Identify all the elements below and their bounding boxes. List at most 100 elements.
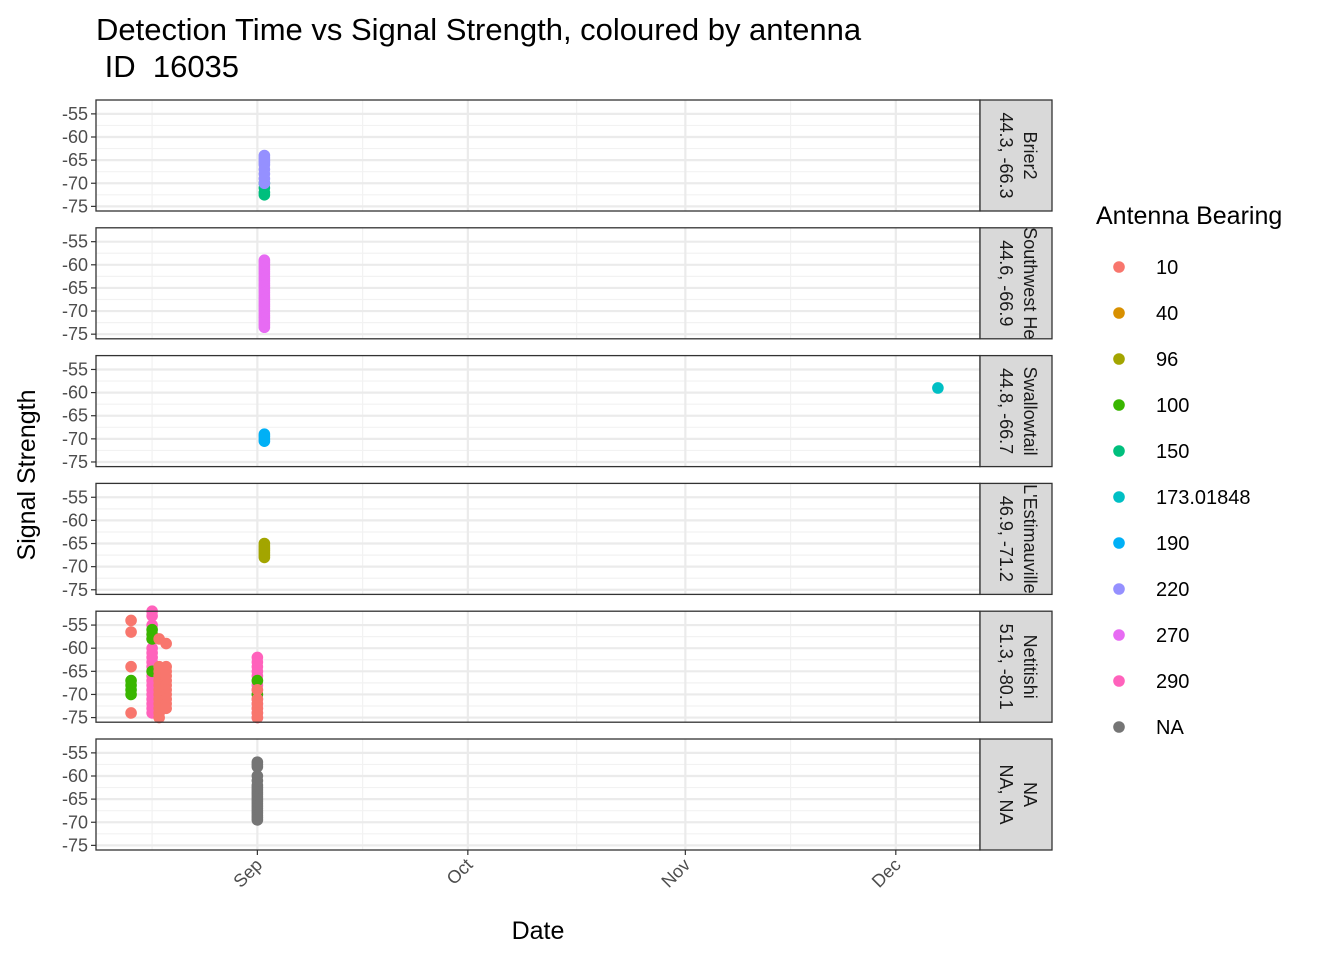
facet-strip-label: 44.3, -66.3 xyxy=(996,112,1016,198)
data-point xyxy=(258,177,271,190)
data-point xyxy=(258,189,271,201)
y-tick-label: -55 xyxy=(62,232,88,252)
data-point xyxy=(258,321,271,334)
facet-strip-label: NA xyxy=(1020,782,1040,807)
chart-title-line-2: ID 16035 xyxy=(96,49,239,84)
legend-key xyxy=(1113,353,1125,365)
x-tick-label: Nov xyxy=(657,855,694,892)
data-point xyxy=(125,626,137,638)
legend-label: 10 xyxy=(1156,257,1178,279)
data-point xyxy=(153,711,165,724)
y-tick-label: -75 xyxy=(62,580,88,600)
data-point xyxy=(258,435,271,447)
facet-strip-label: 44.8, -66.7 xyxy=(996,368,1016,454)
y-tick-label: -75 xyxy=(62,452,88,472)
x-axis: Sep Oct Nov Dec xyxy=(229,850,905,892)
y-tick-label: -70 xyxy=(62,301,88,321)
legend-key xyxy=(1113,307,1125,319)
facet-strip xyxy=(979,610,1053,723)
panel-background xyxy=(96,739,980,850)
y-tick-label: -65 xyxy=(62,534,88,554)
y-tick-label: -70 xyxy=(62,684,88,704)
data-point xyxy=(258,551,271,564)
y-tick-label: -60 xyxy=(62,510,88,530)
data-point xyxy=(251,684,264,696)
facet-strip-label: 51.3, -80.1 xyxy=(996,624,1016,710)
facet-strip xyxy=(979,354,1053,468)
panel-background xyxy=(96,355,980,467)
y-tick-label: -75 xyxy=(62,835,88,855)
y-tick-label: -55 xyxy=(62,487,88,507)
legend-key xyxy=(1113,399,1125,411)
facet-strip-label: 46.9, -71.2 xyxy=(996,496,1016,582)
data-point xyxy=(251,760,264,773)
facet-strip-label: Brier2 xyxy=(1020,131,1040,179)
facet-strip xyxy=(979,99,1053,212)
legend: Antenna Bearing 10 40 96 100 150 173.01848 190… xyxy=(1096,202,1282,739)
chart-title-line-1: Detection Time vs Signal Strength, colou… xyxy=(96,12,862,47)
data-point xyxy=(251,711,264,724)
facet-strip xyxy=(979,738,1053,851)
y-tick-label: -55 xyxy=(62,359,88,379)
legend-key xyxy=(1113,261,1125,273)
legend-key xyxy=(1113,445,1125,457)
y-tick-label: -75 xyxy=(62,196,88,216)
legend-label: 96 xyxy=(1156,349,1178,371)
panel-background xyxy=(96,611,980,723)
x-tick-label: Dec xyxy=(868,855,905,892)
facet-strip xyxy=(979,227,1053,340)
facet-strip-label: 44.6, -66.9 xyxy=(996,240,1016,326)
facet-strip-label: L'Estimauville xyxy=(1020,484,1040,593)
facet-strip-label: Swallowtail xyxy=(1020,367,1040,456)
facet-strip-label: Netitishi xyxy=(1020,635,1040,699)
legend-key xyxy=(1113,583,1125,595)
data-point xyxy=(125,707,137,719)
x-axis-title: Date xyxy=(512,917,565,945)
facet-strip xyxy=(979,482,1053,596)
legend-label: 270 xyxy=(1156,625,1189,647)
y-tick-label: -70 xyxy=(62,557,88,577)
y-tick-label: -60 xyxy=(62,766,88,786)
data-point xyxy=(251,674,264,687)
y-tick-label: -60 xyxy=(62,255,88,275)
legend-label: 290 xyxy=(1156,671,1189,693)
data-point xyxy=(125,614,137,627)
y-tick-label: -65 xyxy=(62,406,88,426)
x-tick-label: Sep xyxy=(229,855,266,892)
data-point xyxy=(160,702,172,715)
legend-key xyxy=(1113,537,1125,549)
data-point xyxy=(125,660,137,673)
data-point xyxy=(251,814,264,826)
y-tick-label: -65 xyxy=(62,661,88,681)
y-tick-label: -75 xyxy=(62,324,88,344)
y-axis-title: Signal Strength xyxy=(13,390,41,561)
data-point xyxy=(160,637,172,650)
legend-label: 220 xyxy=(1156,579,1189,601)
y-tick-label: -55 xyxy=(62,615,88,635)
x-tick-label: Oct xyxy=(443,855,477,889)
data-point xyxy=(125,688,137,701)
panel-background xyxy=(96,227,980,339)
legend-label: 150 xyxy=(1156,441,1189,463)
legend-label: NA xyxy=(1156,717,1184,739)
y-tick-label: -65 xyxy=(62,789,88,809)
y-tick-label: -70 xyxy=(62,812,88,832)
facet-strip-label: NA, NA xyxy=(996,764,1016,824)
legend-key xyxy=(1113,629,1125,641)
legend-key xyxy=(1113,491,1125,503)
facet-strip-label: Southwest He xyxy=(1020,227,1040,339)
legend-title: Antenna Bearing xyxy=(1096,202,1282,230)
y-tick-label: -65 xyxy=(62,150,88,170)
y-tick-label: -55 xyxy=(62,104,88,124)
y-tick-label: -55 xyxy=(62,743,88,763)
y-tick-label: -60 xyxy=(62,127,88,147)
y-tick-label: -65 xyxy=(62,278,88,298)
y-tick-label: -70 xyxy=(62,173,88,193)
